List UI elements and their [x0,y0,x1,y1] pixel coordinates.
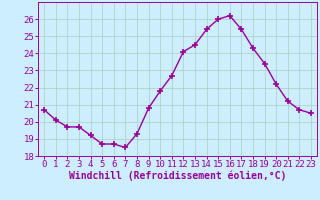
X-axis label: Windchill (Refroidissement éolien,°C): Windchill (Refroidissement éolien,°C) [69,171,286,181]
